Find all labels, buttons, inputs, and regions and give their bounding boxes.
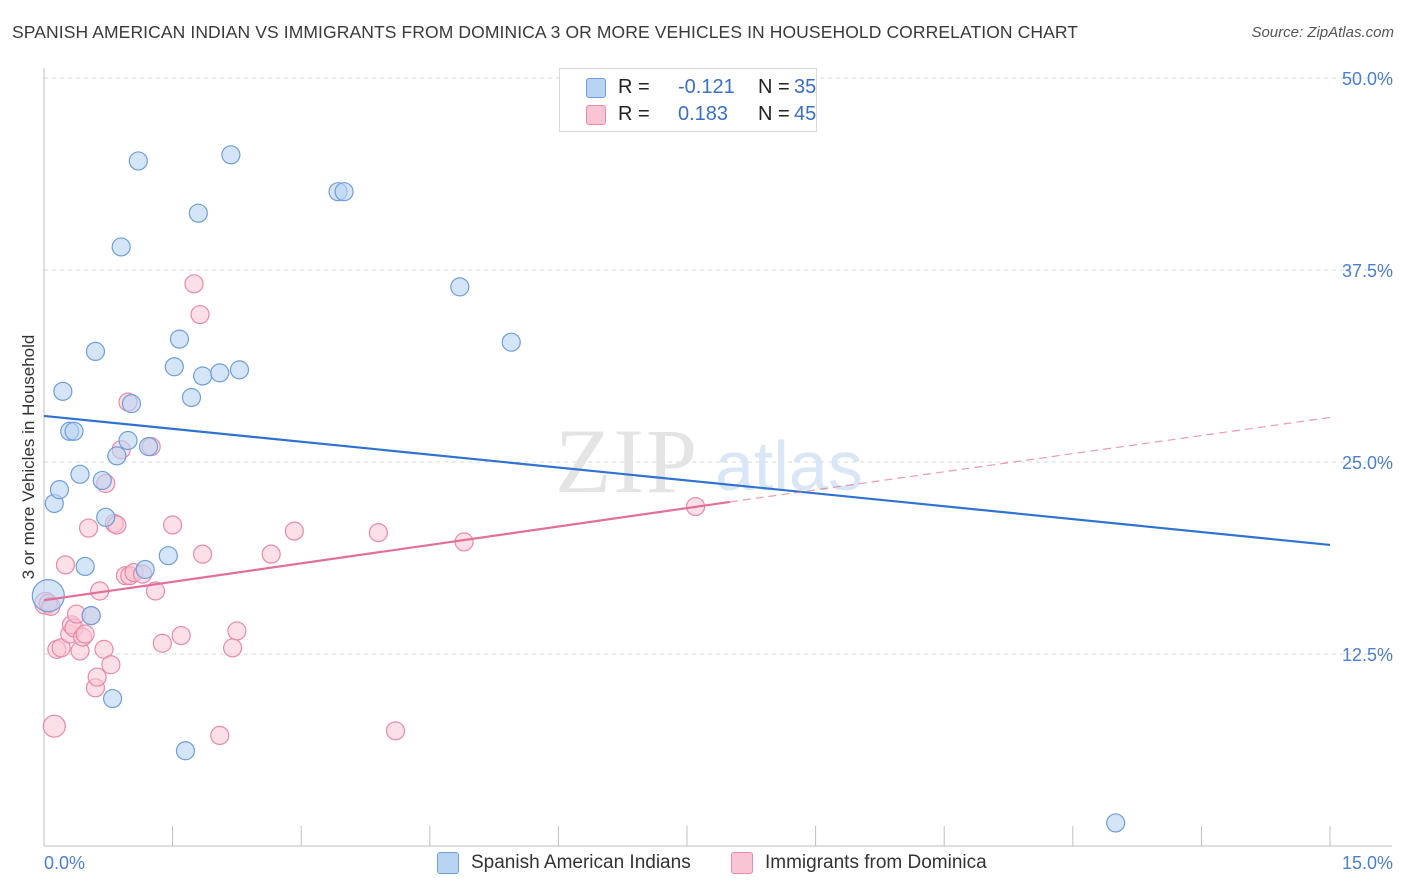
legend-swatch-blue [437, 852, 459, 874]
point-spanish-american-indians [96, 507, 116, 527]
x-tick-label-max: 15.0% [1342, 853, 1393, 873]
legend-item-dominica: Immigrants from Dominica [731, 852, 987, 874]
legend-swatch-blue [586, 78, 606, 98]
point-dominica [193, 544, 213, 564]
legend-r-value: -0.121 [678, 75, 735, 98]
correlation-legend: R = -0.121 N = 35 R = 0.183 N = 45 [559, 68, 817, 132]
point-spanish-american-indians [334, 182, 354, 202]
point-dominica [163, 515, 183, 535]
point-spanish-american-indians [128, 151, 148, 171]
point-spanish-american-indians [175, 741, 196, 761]
point-spanish-american-indians [193, 366, 213, 386]
point-dominica [210, 725, 230, 746]
point-dominica [284, 521, 304, 541]
point-spanish-american-indians [53, 381, 73, 401]
point-spanish-american-indians [70, 464, 90, 484]
point-dominica [223, 638, 243, 658]
legend-r-label: R = [618, 75, 650, 98]
point-dominica [87, 667, 107, 687]
y-tick-label: 25.0% [1342, 453, 1393, 473]
legend-n-value: 35 [794, 75, 817, 98]
point-spanish-american-indians [229, 360, 250, 380]
y-tick-label: 50.0% [1342, 69, 1393, 89]
legend-n-label: N = [758, 102, 790, 125]
series-legend: Spanish American Indians Immigrants from… [0, 852, 1406, 878]
point-spanish-american-indians [81, 605, 101, 626]
point-spanish-american-indians [75, 556, 95, 577]
watermark-zip: ZIP [555, 410, 699, 512]
legend-r-label: R = [618, 102, 650, 125]
legend-r-value: 0.183 [678, 102, 729, 125]
point-spanish-american-indians [111, 237, 131, 257]
point-dominica [42, 714, 66, 738]
point-dominica [184, 274, 204, 294]
point-spanish-american-indians [138, 437, 159, 457]
series-spanish-american-indians-points [31, 145, 1126, 833]
point-spanish-american-indians [64, 421, 84, 441]
trend-line-spanish-american-indians [43, 414, 1331, 547]
legend-swatch-pink [731, 852, 753, 874]
point-spanish-american-indians [49, 480, 70, 500]
point-spanish-american-indians [450, 277, 470, 297]
point-dominica [152, 633, 172, 653]
point-dominica [75, 624, 95, 644]
point-spanish-american-indians [102, 688, 123, 709]
point-dominica [51, 638, 71, 658]
tick-labels: 12.5% 25.0% 37.5% 50.0% 0.0% 15.0% [44, 69, 1393, 873]
source-credit: Source: ZipAtlas.com [1251, 24, 1394, 41]
point-dominica [78, 518, 99, 538]
point-spanish-american-indians [85, 341, 106, 362]
trend-lines [43, 414, 1331, 602]
point-spanish-american-indians [135, 559, 155, 580]
point-dominica [190, 304, 210, 325]
trend-line-dominica [43, 500, 731, 602]
point-spanish-american-indians [118, 430, 138, 451]
watermark-atlas: atlas [715, 427, 863, 505]
point-spanish-american-indians [107, 446, 127, 466]
point-spanish-american-indians [158, 546, 178, 566]
y-tick-label: 37.5% [1342, 261, 1393, 281]
point-spanish-american-indians [210, 363, 230, 383]
legend-n-label: N = [758, 75, 790, 98]
y-axis-label: 3 or more Vehicles in Household [19, 335, 38, 580]
chart-title: SPANISH AMERICAN INDIAN VS IMMIGRANTS FR… [12, 22, 1079, 42]
point-spanish-american-indians [188, 203, 208, 223]
point-spanish-american-indians [164, 357, 184, 377]
point-spanish-american-indians [181, 387, 202, 408]
point-dominica [171, 625, 191, 646]
legend-label: Immigrants from Dominica [765, 852, 987, 873]
legend-label: Spanish American Indians [471, 852, 691, 873]
point-dominica [145, 581, 166, 601]
point-dominica [261, 544, 281, 564]
legend-n-value: 45 [794, 102, 817, 125]
point-spanish-american-indians [121, 394, 142, 414]
point-dominica [385, 721, 406, 741]
point-spanish-american-indians [169, 329, 190, 349]
trend-line-dominica-extrapolated [729, 416, 1331, 503]
point-spanish-american-indians [1106, 813, 1126, 833]
point-spanish-american-indians [221, 145, 241, 165]
watermark: ZIP atlas [555, 410, 863, 512]
point-spanish-american-indians [92, 470, 112, 491]
legend-swatch-pink [586, 105, 606, 125]
point-dominica [227, 621, 247, 641]
legend-item-spanish-american-indians: Spanish American Indians [437, 852, 691, 874]
point-dominica [55, 555, 76, 575]
axes [43, 68, 1392, 847]
y-tick-label: 12.5% [1342, 645, 1393, 665]
x-tick-label-min: 0.0% [44, 853, 85, 873]
point-dominica [101, 655, 121, 675]
point-spanish-american-indians [31, 579, 65, 613]
point-dominica [368, 523, 388, 543]
point-spanish-american-indians [501, 332, 521, 352]
